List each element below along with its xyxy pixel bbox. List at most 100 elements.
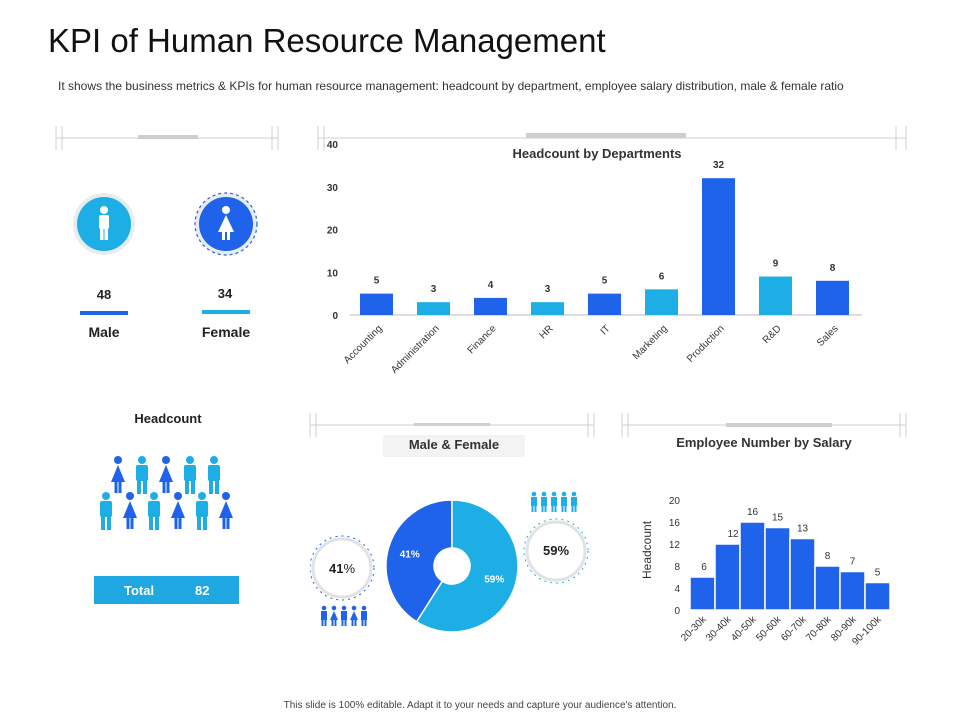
- salary-y-tick: 12: [669, 540, 681, 551]
- male-pct-badge: [310, 535, 375, 601]
- dept-bar: [759, 276, 792, 315]
- dept-category-label: Administration: [389, 323, 442, 376]
- headcount-total-bar: Total 82: [94, 576, 239, 604]
- salary-bar: [689, 576, 716, 611]
- salary-y-tick: 0: [674, 606, 680, 617]
- salary-category-label: 70-80k: [804, 614, 834, 644]
- male-person-icon: [361, 605, 367, 626]
- salary-value-label: 7: [850, 557, 856, 568]
- male-pct-symbol: %: [343, 561, 356, 576]
- dept-category-label: Marketing: [631, 323, 670, 362]
- dept-category-label: HR: [538, 323, 556, 341]
- dept-category-label: IT: [599, 323, 613, 337]
- dept-y-tick: 30: [327, 183, 339, 194]
- salary-value-label: 12: [727, 529, 739, 540]
- dept-category-label: Accounting: [342, 323, 385, 366]
- male-badge: [73, 193, 135, 255]
- dept-category-label: Sales: [815, 323, 840, 348]
- female-person-icon: [350, 605, 358, 626]
- page-subtitle: It shows the business metrics & KPIs for…: [58, 79, 844, 93]
- female-pct-text: 59%: [542, 543, 570, 558]
- male-person-icon: [136, 456, 148, 494]
- salary-bar: [839, 570, 866, 611]
- female-person-icon: [123, 492, 137, 529]
- male-pct-text: 41%: [326, 561, 358, 576]
- dept-value-label: 32: [713, 160, 725, 171]
- salary-category-label: 40-50k: [729, 614, 759, 644]
- pie-pct-label: 59%: [484, 574, 504, 585]
- male-person-icon: [341, 605, 347, 626]
- male-person-icon: [208, 456, 220, 494]
- salary-bar: [864, 581, 891, 611]
- salary-bar: [789, 537, 816, 611]
- salary-value-label: 6: [701, 562, 707, 573]
- gender-panel: [73, 192, 258, 315]
- pie-pct-label: 41%: [400, 550, 420, 561]
- dept-y-tick: 10: [327, 268, 339, 279]
- dept-value-label: 8: [830, 263, 836, 274]
- people-group-icon: [100, 456, 233, 530]
- male-person-icon: [321, 605, 327, 626]
- page-title: KPI of Human Resource Management: [48, 22, 606, 59]
- male-person-icon: [184, 456, 196, 494]
- female-person-icon: [218, 206, 234, 240]
- dept-bar: [702, 178, 735, 315]
- salary-bar: [764, 526, 791, 611]
- salary-value-label: 13: [797, 524, 809, 535]
- salary-y-tick: 16: [669, 518, 681, 529]
- salary-value-label: 16: [747, 507, 759, 518]
- dept-value-label: 4: [488, 280, 494, 291]
- dept-bar: [816, 280, 849, 315]
- female-person-icon: [219, 492, 233, 529]
- dept-value-label: 9: [773, 259, 779, 270]
- dept-value-label: 3: [431, 284, 437, 295]
- female-label: Female: [201, 324, 251, 340]
- dept-bar: [531, 302, 564, 315]
- male-person-icon: [541, 491, 547, 512]
- headcount-title: Headcount: [134, 411, 202, 426]
- dept-value-label: 3: [545, 284, 551, 295]
- dept-bar: [417, 302, 450, 315]
- male-female-pie-chart: 41% 59%: [310, 491, 589, 633]
- male-pct-number: 41: [328, 561, 344, 576]
- dept-value-label: 6: [659, 271, 665, 282]
- male-label: Male: [88, 324, 120, 340]
- male-person-icon: [551, 491, 557, 512]
- salary-chart-title: Employee Number by Salary: [676, 435, 852, 450]
- male-person-icon: [100, 492, 112, 530]
- salary-y-tick: 4: [674, 584, 680, 595]
- dept-y-tick: 40: [327, 140, 339, 151]
- dept-y-tick: 20: [327, 226, 339, 237]
- salary-category-label: 50-60k: [754, 614, 784, 644]
- salary-y-label: Headcount: [640, 520, 654, 579]
- salary-y-tick: 8: [674, 562, 680, 573]
- male-person-icon: [561, 491, 567, 512]
- salary-value-label: 5: [875, 568, 881, 579]
- male-count: 48: [96, 287, 112, 302]
- dept-bar: [645, 289, 678, 315]
- salary-category-label: 60-70k: [779, 614, 809, 644]
- salary-category-label: 30-40k: [704, 614, 734, 644]
- salary-bar: [714, 543, 741, 611]
- female-badge: [194, 192, 258, 256]
- footer-note: This slide is 100% editable. Adapt it to…: [283, 700, 677, 711]
- dept-category-label: R&D: [761, 323, 784, 346]
- dept-category-label: Finance: [466, 323, 499, 356]
- dept-category-label: Production: [685, 323, 727, 365]
- male-person-icon: [196, 492, 208, 530]
- salary-bar: [814, 565, 841, 611]
- salary-bar: [739, 521, 766, 611]
- female-person-icon: [171, 492, 185, 529]
- headcount-by-departments-chart: Headcount by Departments 0 10 20 30 40 5 Accou…: [327, 140, 862, 376]
- salary-category-label: 90-100k: [850, 614, 884, 648]
- female-person-icon: [111, 456, 125, 493]
- dept-value-label: 5: [602, 276, 608, 287]
- female-count: 34: [217, 286, 233, 301]
- male-female-title: Male & Female: [383, 435, 525, 457]
- salary-value-label: 15: [772, 513, 784, 524]
- male-person-icon: [148, 492, 160, 530]
- dept-chart-title: Headcount by Departments: [512, 146, 681, 161]
- total-value: 82: [195, 583, 210, 598]
- employee-number-by-salary-chart: Headcount 0 4 8 12 16 20 6 20-30k 12 30-40k 16 40-5…: [640, 496, 891, 648]
